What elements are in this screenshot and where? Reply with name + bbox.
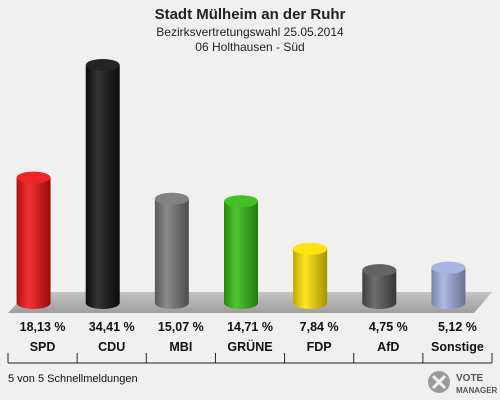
logo-text-vote: VOTE [456, 373, 484, 384]
chart-subtitle-district: 06 Holthausen - Süd [195, 40, 304, 54]
value-label: 7,84 % [300, 320, 339, 334]
bar-top [224, 195, 258, 208]
bar-top [16, 171, 51, 184]
bar-body [431, 267, 466, 309]
logo-text-manager: MANAGER [456, 386, 498, 395]
bar-sonstige [431, 261, 466, 309]
value-label: 15,07 % [158, 320, 204, 334]
bar-body [362, 270, 397, 309]
bar-afd [362, 264, 397, 309]
axis-ticks [7, 353, 493, 363]
bar-grüne [224, 195, 258, 309]
value-label: 34,41 % [89, 320, 135, 334]
bar-cdu [85, 59, 120, 309]
bar-top [85, 59, 120, 71]
bars [16, 59, 466, 309]
value-labels: 18,13 % 34,41 % 15,07 % 14,71 % 7,84 % 4,75 %… [20, 320, 477, 334]
category-label: MBI [169, 340, 192, 354]
category-label: CDU [98, 340, 125, 354]
category-label: SPD [30, 340, 56, 354]
bar-top [431, 261, 466, 274]
category-labels: SPD CDU MBI GRÜNE FDP AfD Sonstige [30, 339, 484, 354]
bar-mbi [154, 192, 189, 309]
category-label: AfD [377, 340, 399, 354]
chart-subtitle-election: Bezirksvertretungswahl 25.05.2014 [156, 25, 344, 39]
bar-body [224, 201, 258, 309]
footer-text: 5 von 5 Schnellmeldungen [8, 373, 138, 385]
bar-body [16, 177, 51, 309]
category-label: Sonstige [431, 340, 484, 354]
vote-manager-logo-icon [428, 371, 450, 393]
bar-spd [16, 171, 51, 309]
bar-body [293, 248, 328, 309]
bar-top [154, 192, 189, 205]
bar-body [154, 198, 189, 309]
category-label: FDP [307, 340, 332, 354]
chart-title: Stadt Mülheim an der Ruhr [155, 6, 346, 23]
bar-fdp [293, 242, 328, 309]
value-label: 4,75 % [369, 320, 408, 334]
value-label: 14,71 % [227, 320, 273, 334]
bar-top [293, 242, 328, 255]
bar-top [362, 264, 397, 277]
value-label: 18,13 % [20, 320, 66, 334]
category-label: GRÜNE [227, 339, 272, 354]
bar-body [85, 65, 120, 309]
value-label: 5,12 % [438, 320, 477, 334]
